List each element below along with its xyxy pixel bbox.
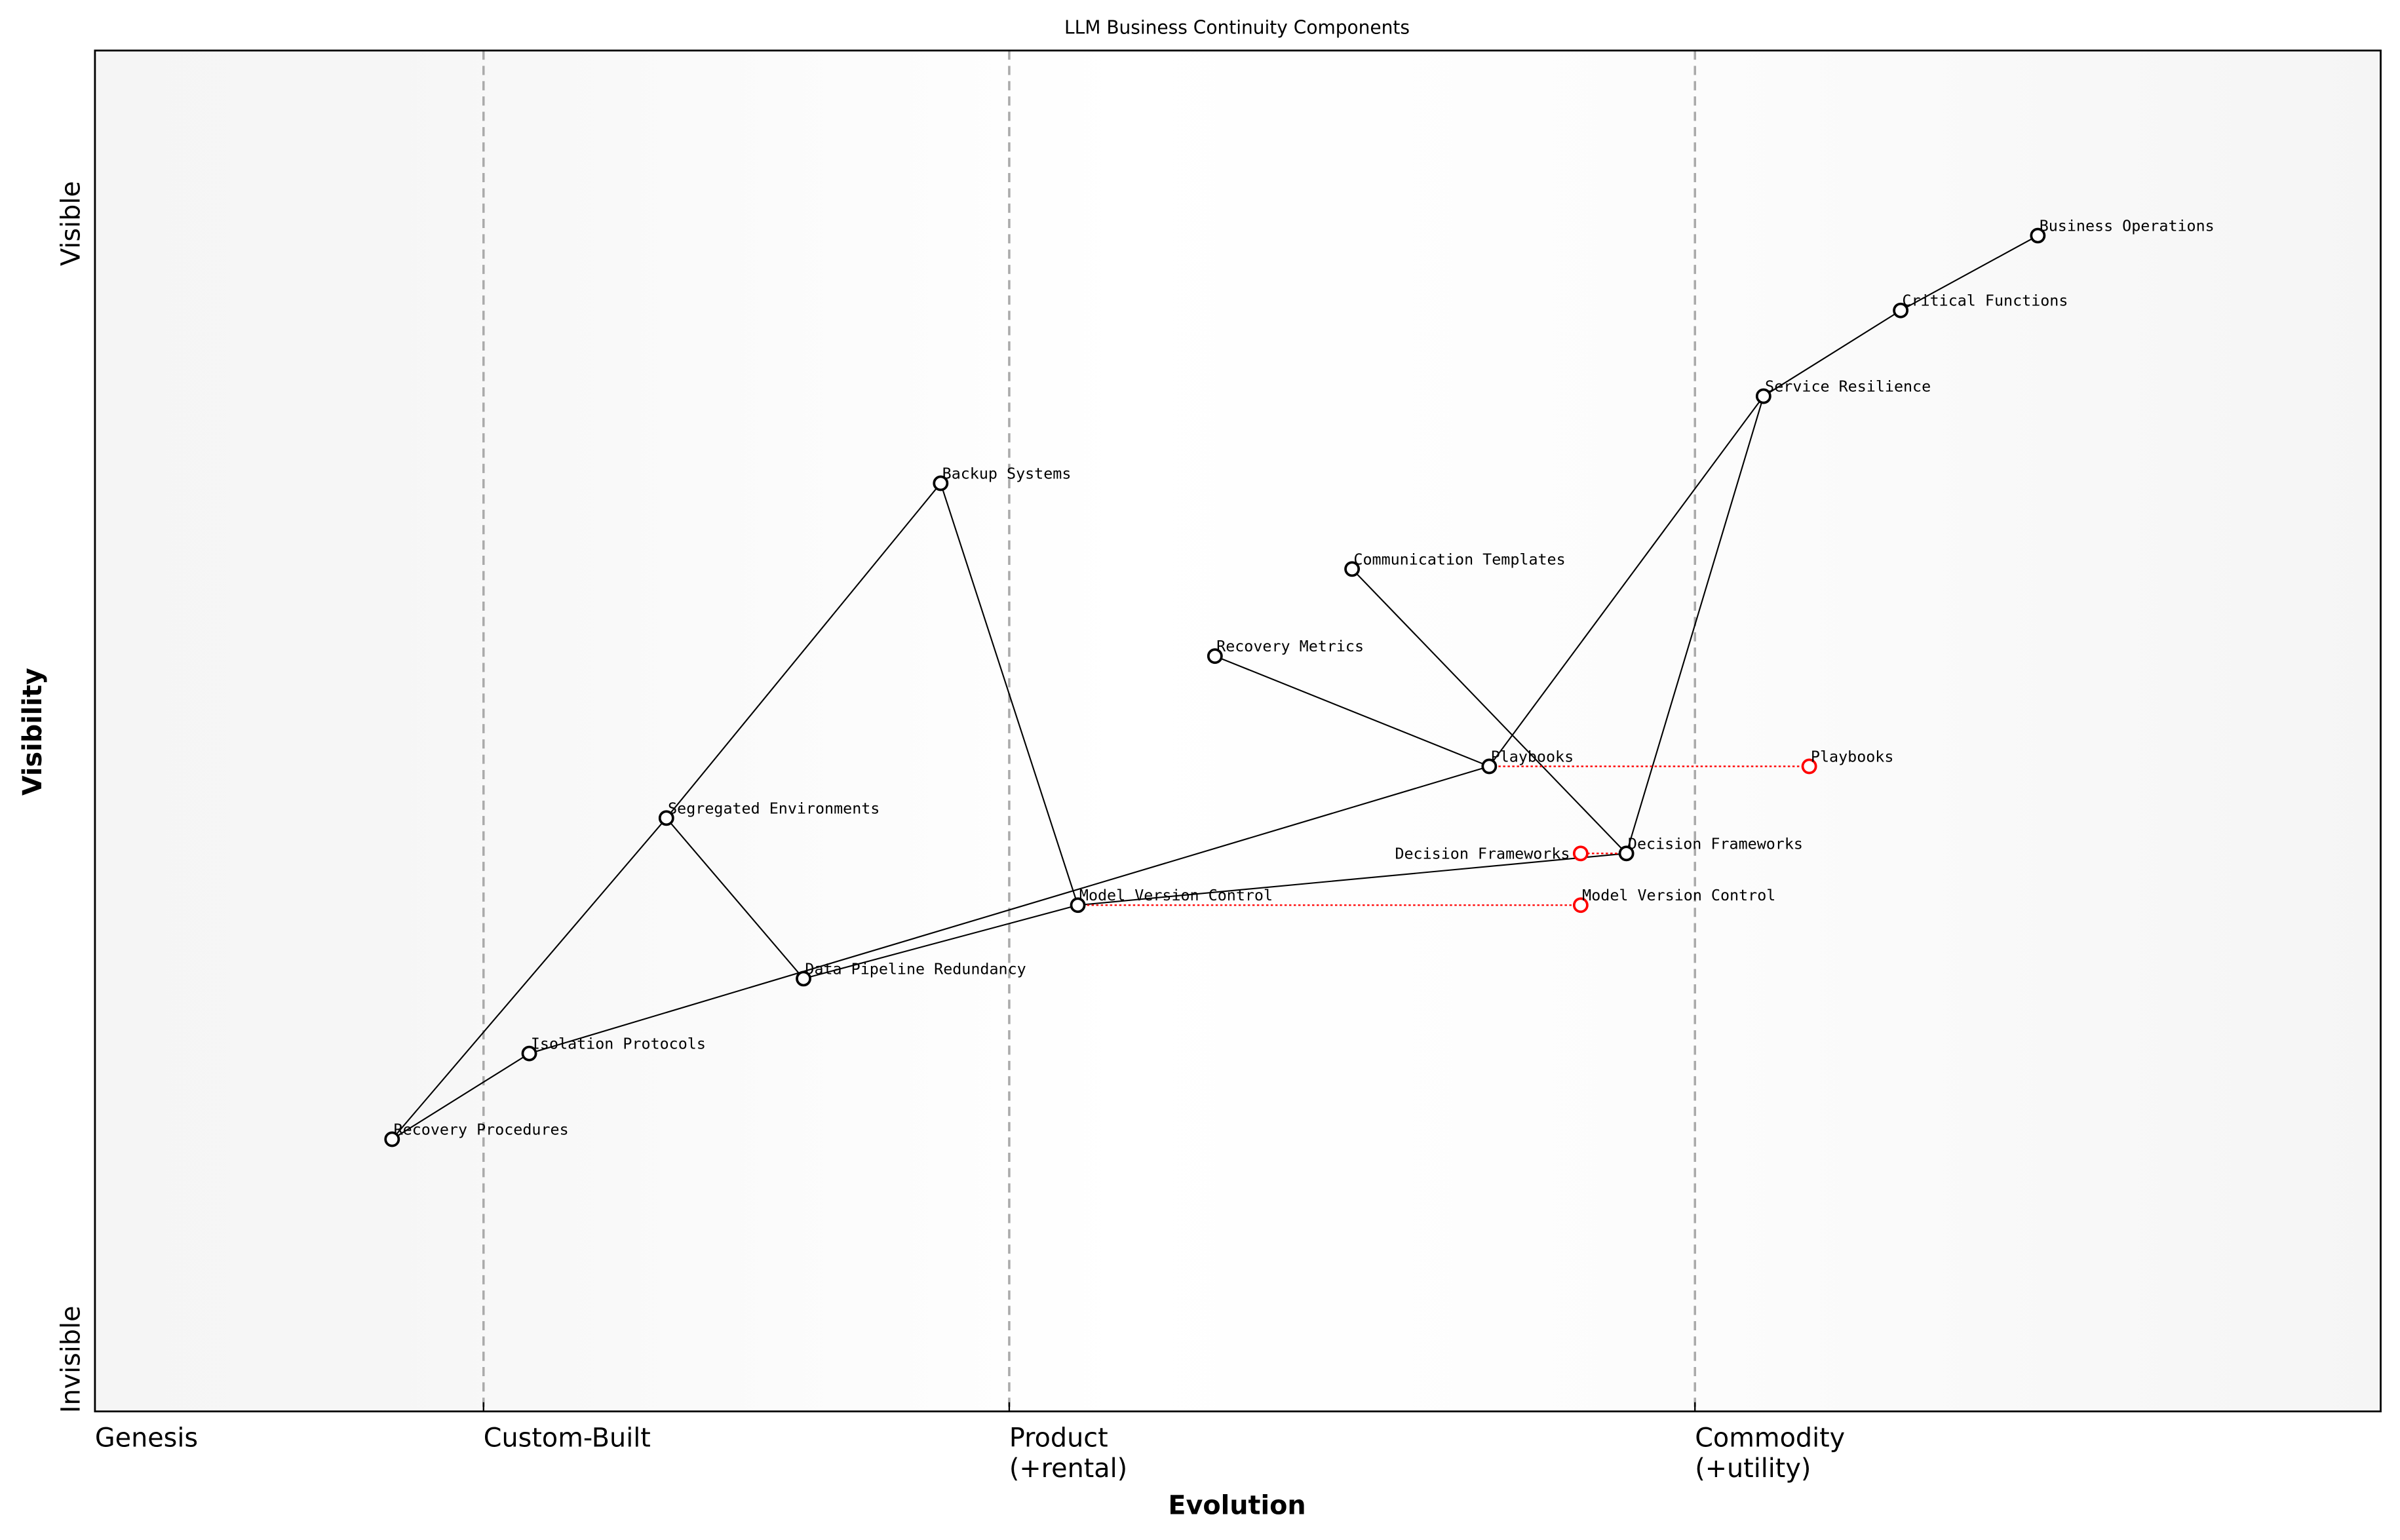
dependency-link <box>529 765 1490 1054</box>
y-axis-label: Visibility <box>18 668 48 796</box>
component-label: Decision Frameworks <box>1628 834 1803 853</box>
component-node[interactable] <box>1207 648 1223 664</box>
y-tick-visible: Visible <box>56 181 87 266</box>
dependency-link <box>1214 655 1490 767</box>
dependency-link <box>665 817 804 980</box>
component-node[interactable] <box>521 1045 537 1062</box>
x-axis-label: Evolution <box>1168 1490 1306 1520</box>
component-label: Segregated Environments <box>668 799 880 817</box>
component-label: Playbooks <box>1491 747 1574 765</box>
plot-background <box>94 50 2381 1412</box>
component-node[interactable] <box>1344 561 1360 577</box>
component-label: Business Operations <box>2040 217 2215 235</box>
x-stage-label: Product <box>1009 1423 1108 1453</box>
evolved-component-label: Playbooks <box>1811 747 1893 765</box>
evolved-component-label: Model Version Control <box>1582 886 1775 904</box>
component-node[interactable] <box>1481 758 1498 775</box>
dependency-link <box>1625 396 1764 854</box>
component-label: Recovery Procedures <box>394 1120 569 1138</box>
y-tick-invisible: Invisible <box>56 1305 87 1413</box>
component-node[interactable] <box>1755 388 1771 404</box>
component-node[interactable] <box>796 971 811 987</box>
plot-frame <box>94 49 2382 1413</box>
component-label: Model Version Control <box>1079 886 1273 904</box>
component-node[interactable] <box>1893 302 1909 318</box>
dependency-link <box>665 482 942 819</box>
dependency-link <box>940 483 1079 906</box>
component-label: Data Pipeline Redundancy <box>805 959 1026 978</box>
component-node[interactable] <box>933 475 949 491</box>
x-stage-label: Genesis <box>95 1423 198 1453</box>
x-stage-sublabel: (+rental) <box>1009 1453 1127 1484</box>
evolved-component-node[interactable] <box>1572 897 1589 914</box>
dependency-link <box>1900 235 2038 311</box>
component-label: Backup Systems <box>942 464 1072 482</box>
component-label: Communication Templates <box>1353 550 1565 568</box>
dependency-link <box>1763 309 1901 397</box>
dependency-link <box>803 904 1078 980</box>
component-node[interactable] <box>2030 227 2046 244</box>
evolved-component-label: Decision Frameworks <box>1395 845 1570 863</box>
component-node[interactable] <box>384 1131 400 1147</box>
component-label: Service Resilience <box>1765 377 1931 396</box>
component-label: Isolation Protocols <box>531 1035 706 1053</box>
component-label: Critical Functions <box>1902 292 2068 310</box>
x-stage-label: Commodity <box>1695 1423 1845 1453</box>
x-stage-label: Custom-Built <box>484 1423 651 1453</box>
dependency-link <box>391 817 667 1140</box>
component-node[interactable] <box>1070 897 1086 914</box>
dependency-link <box>1077 853 1627 906</box>
dependency-link <box>1488 395 1764 767</box>
map-title: LLM Business Continuity Components <box>1064 16 1410 38</box>
x-stage-sublabel: (+utility) <box>1695 1453 1811 1484</box>
dependency-link <box>391 1052 530 1140</box>
component-node[interactable] <box>1618 845 1635 862</box>
component-node[interactable] <box>658 810 674 826</box>
evolved-component-node[interactable] <box>1572 845 1589 862</box>
dependency-link <box>1351 568 1627 855</box>
evolved-component-node[interactable] <box>1801 758 1817 775</box>
component-label: Recovery Metrics <box>1216 637 1364 655</box>
